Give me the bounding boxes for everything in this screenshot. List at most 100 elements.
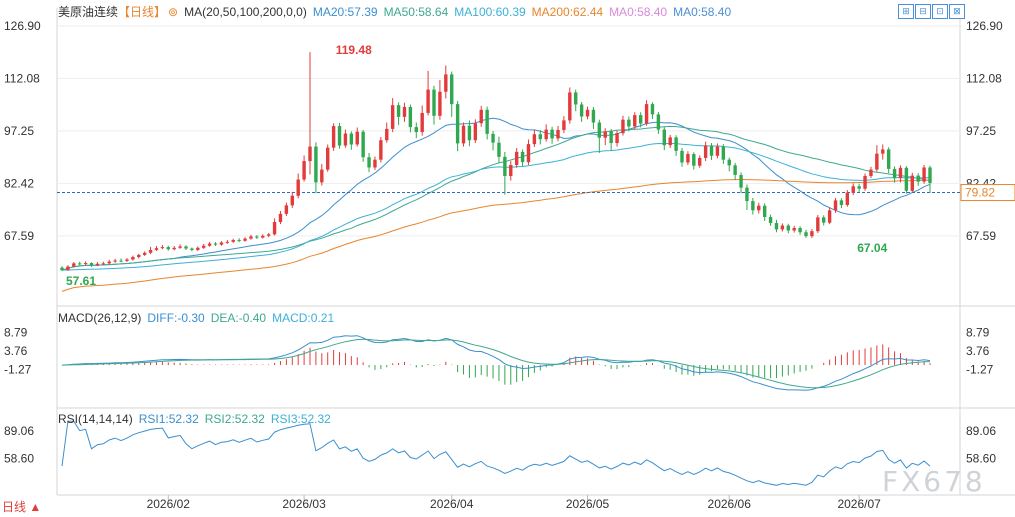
macd-tick-right: 8.79: [966, 326, 990, 340]
candle-body: [367, 157, 371, 168]
candle-body: [160, 247, 165, 249]
low-annotation: 57.61: [66, 274, 96, 288]
toolbar-button-2[interactable]: ⊡: [932, 4, 948, 19]
candle-body: [113, 260, 117, 262]
rsi-tick-left: 89.06: [4, 424, 34, 438]
rsi-line: [61, 420, 931, 486]
ma-value-0: MA20:57.39: [312, 5, 378, 19]
candle-body: [538, 134, 542, 140]
candle-body: [733, 165, 737, 175]
candle-body: [137, 254, 141, 258]
candle-body: [715, 146, 720, 156]
candle-body: [243, 238, 247, 241]
candle-body: [597, 122, 602, 138]
candle-body: [78, 263, 82, 265]
candle-body: [385, 128, 389, 141]
candle-body: [621, 119, 625, 134]
candle-body: [473, 123, 478, 141]
candle-body: [680, 150, 684, 163]
candle-body: [249, 236, 253, 239]
ma-params-label: MA(20,50,100,200,0,0): [184, 5, 307, 19]
candle-body: [804, 232, 808, 237]
macd-tick-left: 8.79: [4, 326, 28, 340]
candle-body: [497, 142, 501, 157]
ma100-line: [61, 142, 931, 271]
candle-body: [544, 129, 548, 140]
candle-body: [438, 91, 442, 116]
candle-body: [703, 145, 708, 158]
macd-dea-line: [61, 338, 931, 389]
candle-body: [650, 104, 655, 115]
candle-body: [131, 257, 135, 260]
candle-body: [727, 159, 731, 166]
candle-body: [190, 248, 194, 250]
candle-body: [857, 186, 861, 189]
period-label[interactable]: 【日线】: [118, 5, 167, 19]
candle-body: [154, 248, 159, 250]
rsi-header: RSI(14,14,14) RSI1:52.32 RSI2:52.32 RSI3:52…: [58, 412, 337, 426]
candle-body: [863, 175, 867, 189]
candle-body: [148, 249, 153, 253]
candle-body: [633, 115, 637, 127]
current-price-box: [960, 184, 1015, 202]
macd-tick-right: -1.27: [966, 363, 994, 377]
ma-value-4: MA0:58.40: [609, 5, 668, 19]
settings-icon[interactable]: ⊚: [168, 5, 179, 19]
candle-body: [219, 242, 224, 245]
time-tick-label: 2026/04: [430, 497, 474, 511]
ma200-line: [61, 178, 931, 292]
candle-body: [562, 120, 566, 130]
candle-body: [461, 125, 466, 144]
candle-body: [532, 134, 537, 145]
symbol-name: 美原油连续: [58, 5, 119, 19]
toolbar-button-1[interactable]: ⊟: [915, 4, 931, 19]
candle-body: [467, 125, 472, 141]
ma-value-5: MA0:58.40: [673, 5, 732, 19]
candle-body: [520, 151, 525, 163]
candle-body: [574, 92, 578, 105]
candle-body: [869, 169, 873, 176]
candle-body: [827, 210, 832, 223]
candle-body: [266, 234, 271, 236]
toolbar-button-0[interactable]: ⊞: [898, 4, 914, 19]
ma-value-2: MA100:60.39: [454, 5, 526, 19]
rsi-tick-right: 89.06: [966, 424, 996, 438]
candle-body: [591, 109, 596, 123]
candle-body: [928, 167, 932, 184]
candle-body: [172, 247, 176, 250]
candle-body: [768, 217, 773, 224]
candle-body: [255, 236, 259, 238]
rsi-tick-left: 58.60: [4, 451, 34, 465]
candle-body: [792, 227, 796, 231]
candle-body: [213, 243, 218, 245]
candle-body: [698, 157, 702, 166]
candle-body: [762, 205, 767, 218]
candle-body: [379, 140, 383, 160]
candle-body: [721, 146, 726, 160]
period-button[interactable]: 日线 ▲: [2, 500, 42, 514]
candle-body: [178, 246, 182, 248]
price-tick-right: 67.59: [966, 229, 996, 243]
candle-body: [674, 137, 678, 151]
rsi3-value: RSI3:52.32: [270, 412, 331, 426]
candle-body: [757, 205, 761, 211]
candle-body: [308, 146, 312, 162]
candle-body: [922, 167, 926, 182]
macd-tick-right: 3.76: [966, 344, 990, 358]
candle-body: [72, 263, 76, 267]
price-tick-right: 97.25: [966, 124, 996, 138]
candle-body: [278, 213, 283, 222]
candle-body: [892, 168, 897, 179]
candle-body: [692, 154, 696, 166]
candle-body: [833, 200, 838, 211]
candle-body: [526, 144, 531, 163]
candle-body: [709, 145, 714, 156]
candle-body: [207, 243, 212, 246]
candle-body: [284, 205, 289, 214]
candle-body: [556, 129, 560, 139]
candle-body: [910, 175, 914, 191]
candle-body: [479, 109, 483, 124]
toolbar-button-3[interactable]: ⊠: [949, 4, 965, 19]
candle-body: [414, 127, 418, 133]
